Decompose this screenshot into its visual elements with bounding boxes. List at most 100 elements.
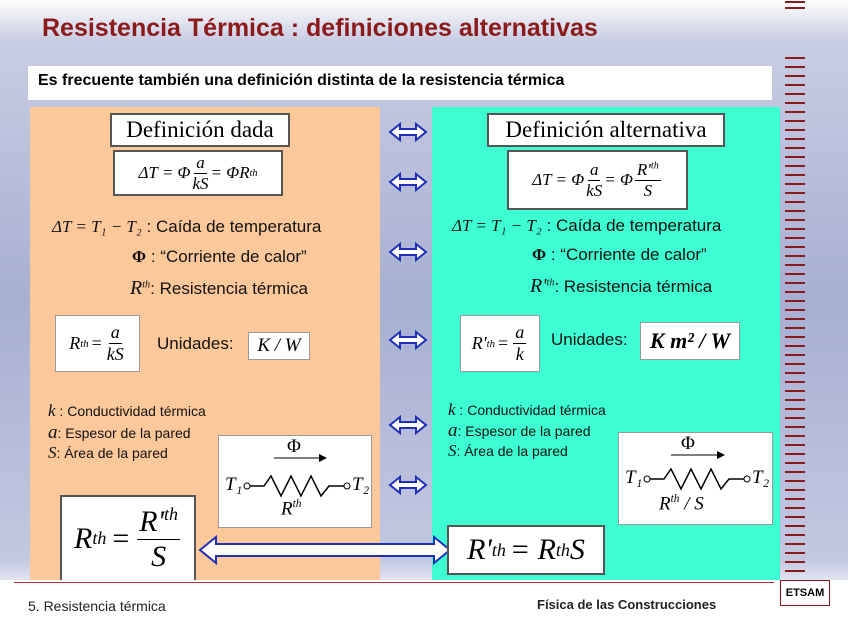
definition: ΔT = T₁ − T₂ : Caída de temperatura bbox=[52, 217, 321, 237]
footer-line bbox=[14, 582, 774, 583]
r: Rth / S bbox=[659, 493, 704, 515]
text: : Conductividad térmica bbox=[55, 403, 206, 419]
formula-part: = bbox=[91, 333, 102, 353]
symbol: Φ bbox=[132, 247, 147, 266]
symbol: ΔT = T₁ − T₂ bbox=[52, 217, 142, 236]
circuit: Φ T₁ T₂ Rth bbox=[218, 435, 372, 528]
fraction: a kS bbox=[107, 322, 124, 365]
symbol: a bbox=[448, 420, 458, 441]
property: k : Conductividad térmica bbox=[48, 401, 206, 421]
definition: ΔT = T₁ − T₂ : Caída de temperatura bbox=[452, 216, 721, 236]
arrow-head bbox=[717, 451, 725, 459]
symbol: S bbox=[448, 441, 457, 460]
superscript: th bbox=[80, 337, 89, 350]
school: ETSAM bbox=[780, 580, 830, 606]
intro: Es frecuente también una definición dist… bbox=[28, 66, 772, 100]
formula-part: R bbox=[69, 333, 81, 353]
numerator: a bbox=[587, 159, 601, 181]
formula: ΔT = Φ a kS = ΦR th bbox=[113, 150, 283, 196]
definition: R'th: Resistencia térmica bbox=[530, 275, 712, 298]
property: S: Área de la pared bbox=[448, 441, 568, 461]
symbol: R bbox=[281, 498, 293, 520]
slide-title: Resistencia Térmica : definiciones alter… bbox=[42, 14, 598, 42]
resistor bbox=[650, 467, 744, 491]
text: : Área de la pared bbox=[56, 445, 168, 461]
symbol: R bbox=[659, 493, 671, 515]
symbol: k bbox=[48, 401, 56, 420]
units: K / W bbox=[248, 332, 310, 360]
denominator: k bbox=[515, 344, 524, 364]
decoration bbox=[785, 1, 805, 572]
t1: T₁ bbox=[225, 474, 243, 495]
property: a: Espesor de la pared bbox=[48, 422, 191, 444]
footer-band bbox=[0, 580, 848, 636]
text: : Resistencia térmica bbox=[554, 277, 713, 296]
formula-part: ΔT = Φ bbox=[138, 163, 191, 182]
symbol: a bbox=[48, 422, 58, 443]
node bbox=[643, 475, 651, 483]
resistor bbox=[250, 474, 344, 498]
definition: Φ : “Corriente de calor” bbox=[132, 247, 307, 267]
superscript: th bbox=[555, 539, 570, 560]
denominator: S bbox=[151, 539, 167, 573]
definition: Φ : “Corriente de calor” bbox=[532, 245, 707, 265]
formula-part: = ΦR bbox=[210, 163, 250, 182]
fraction: a kS bbox=[193, 153, 209, 194]
superscript: th bbox=[486, 337, 496, 350]
fraction: R'th S bbox=[137, 504, 181, 574]
superscript: th bbox=[546, 277, 555, 289]
node bbox=[243, 482, 251, 490]
definition: Rth: Resistencia térmica bbox=[130, 277, 308, 300]
t2: T₂ bbox=[752, 467, 770, 488]
superscript: th bbox=[142, 279, 151, 291]
formula-part: R bbox=[73, 521, 93, 555]
node bbox=[343, 482, 351, 490]
text: : Resistencia térmica bbox=[150, 279, 308, 298]
symbol: R' bbox=[636, 159, 651, 179]
superscript: th bbox=[670, 493, 680, 505]
symbol: S bbox=[48, 443, 57, 462]
denominator: kS bbox=[586, 180, 603, 200]
arrow-head bbox=[319, 454, 327, 462]
section: 5. Resistencia térmica bbox=[28, 598, 166, 614]
text: : Caída de temperatura bbox=[141, 217, 322, 236]
units-label: Unidades: bbox=[157, 334, 234, 353]
denominator: S bbox=[643, 180, 653, 200]
units-label: Unidades: bbox=[551, 330, 628, 349]
heading: Definición dada bbox=[110, 113, 290, 147]
fraction: a kS bbox=[586, 160, 602, 201]
text: : Espesor de la pared bbox=[57, 425, 191, 441]
formula-part: R' bbox=[467, 533, 492, 566]
symbol: R' bbox=[139, 504, 164, 538]
formula-part: = Φ bbox=[604, 170, 633, 189]
formula-part: = bbox=[498, 333, 509, 353]
symbol: R' bbox=[530, 275, 547, 297]
superscript: th bbox=[292, 498, 302, 510]
node bbox=[743, 475, 751, 483]
text: : Área de la pared bbox=[456, 443, 568, 459]
numerator: a bbox=[108, 322, 122, 344]
symbol: ΔT = T₁ − T₂ bbox=[452, 216, 542, 235]
t2: T₂ bbox=[352, 474, 370, 495]
property: S: Área de la pared bbox=[48, 443, 168, 463]
text: : “Corriente de calor” bbox=[146, 247, 307, 266]
superscript: th bbox=[92, 528, 107, 548]
superscript: th bbox=[491, 539, 506, 560]
units: K m² / W bbox=[640, 322, 740, 360]
t1: T₁ bbox=[625, 467, 643, 488]
formula-part: ΔT = Φ bbox=[532, 170, 585, 189]
property: k : Conductividad térmica bbox=[448, 400, 606, 420]
superscript: th bbox=[650, 159, 659, 171]
denominator: kS bbox=[192, 173, 209, 193]
superscript: th bbox=[249, 167, 258, 179]
numerator: R'th bbox=[137, 504, 181, 540]
symbol: k bbox=[448, 400, 456, 419]
heading: Definición alternativa bbox=[487, 113, 725, 147]
symbol: Φ bbox=[532, 245, 547, 264]
numerator: a bbox=[513, 322, 527, 344]
flow: Φ bbox=[287, 436, 301, 457]
